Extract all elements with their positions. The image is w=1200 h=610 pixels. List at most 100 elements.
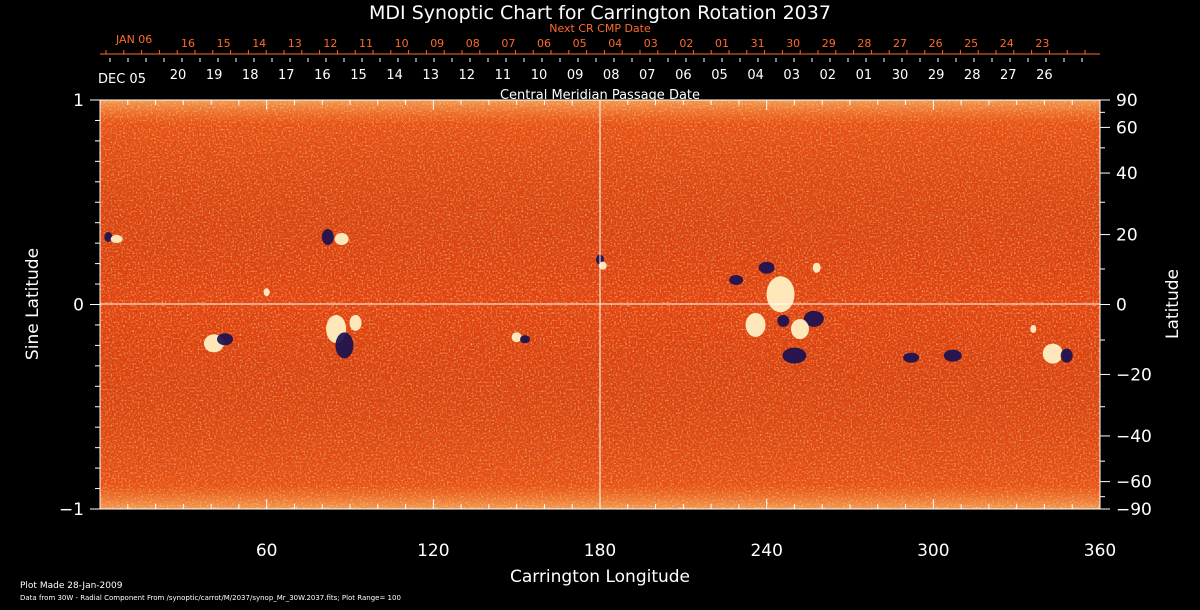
- right-tick-label: −90: [1116, 500, 1152, 520]
- left-axis-label: Sine Latitude: [23, 248, 43, 360]
- positive-flux-region: [511, 332, 522, 343]
- cmp-date-label: 15: [350, 68, 367, 83]
- negative-flux-region: [803, 310, 824, 327]
- negative-flux-region: [520, 335, 530, 344]
- next-cr-date-label: 26: [929, 37, 943, 50]
- next-cr-date-label: 05: [573, 37, 587, 50]
- negative-flux-region: [782, 347, 807, 364]
- cmp-date-label: 19: [206, 68, 223, 83]
- cmp-date-label: 17: [278, 68, 295, 83]
- next-cr-date-label: 02: [679, 37, 693, 50]
- right-axis-ticks: 90 60 40 20 0 −20 −40 −60 −90: [1100, 91, 1152, 520]
- cmp-date-label: 01: [856, 68, 873, 83]
- next-cr-date-label: 09: [430, 37, 444, 50]
- x-tick-label: 240: [750, 541, 782, 561]
- x-tick-label: 180: [584, 541, 616, 561]
- right-tick-label: 60: [1116, 118, 1138, 138]
- right-tick-label: −40: [1116, 427, 1152, 447]
- cmp-date-label: 03: [783, 68, 800, 83]
- negative-flux-region: [321, 229, 334, 246]
- positive-flux-region: [1030, 325, 1037, 334]
- cmp-date-label: 29: [928, 68, 945, 83]
- next-cr-date-label: 30: [786, 37, 800, 50]
- left-tick-label: −1: [59, 500, 84, 520]
- next-cr-date-label: 08: [466, 37, 480, 50]
- next-cr-date-label: 12: [323, 37, 337, 50]
- negative-flux-region: [777, 314, 790, 327]
- cmp-date-label: 09: [567, 68, 584, 83]
- negative-flux-region: [903, 352, 920, 363]
- negative-flux-region: [335, 332, 354, 359]
- negative-flux-region: [1060, 348, 1073, 363]
- next-cr-date-label: 03: [644, 37, 658, 50]
- x-tick-label: 360: [1084, 541, 1116, 561]
- next-cr-axis-label: Next CR CMP Date: [549, 22, 651, 35]
- next-cr-date-label: 15: [217, 37, 231, 50]
- chart-title: MDI Synoptic Chart for Carrington Rotati…: [369, 2, 831, 24]
- x-axis-label: Carrington Longitude: [510, 567, 690, 587]
- next-cr-date-label: 06: [537, 37, 551, 50]
- next-cr-date-label: 01: [715, 37, 729, 50]
- next-cr-date-label: 31: [751, 37, 765, 50]
- positive-flux-region: [598, 261, 607, 270]
- right-tick-label: −60: [1116, 473, 1152, 493]
- x-tick-label: 60: [256, 541, 278, 561]
- positive-flux-region: [110, 235, 123, 244]
- data-source-note: Data from 30W - Radial Component From /s…: [20, 594, 401, 602]
- negative-flux-region: [758, 261, 775, 274]
- cmp-date-label: 27: [1000, 68, 1017, 83]
- right-axis-label: Latitude: [1163, 269, 1183, 339]
- right-tick-label: 90: [1116, 91, 1138, 111]
- right-tick-label: 40: [1116, 164, 1138, 184]
- next-cr-date-label: 10: [395, 37, 409, 50]
- next-cr-date-label: 07: [501, 37, 515, 50]
- next-cr-date-label: 16: [181, 37, 195, 50]
- x-tick-label: 300: [917, 541, 949, 561]
- positive-flux-region: [263, 288, 270, 297]
- next-cr-date-label: 14: [252, 37, 266, 50]
- cmp-date-label: 20: [170, 68, 187, 83]
- cmp-date-label: 14: [386, 68, 403, 83]
- next-cr-date-labels: 16 15 14 13 12 11 10 09 08 07 06 05 04 03 02 01 31 30 29 28…: [181, 37, 1049, 50]
- cmp-date-label: 07: [639, 68, 656, 83]
- next-cr-date-label: 23: [1035, 37, 1049, 50]
- next-cr-date-label: 11: [359, 37, 373, 50]
- next-cr-date-label: 13: [288, 37, 302, 50]
- cmp-start-label: DEC 05: [98, 72, 146, 87]
- cmp-date-label: 18: [242, 68, 259, 83]
- positive-flux-region: [791, 319, 809, 340]
- negative-flux-region: [729, 274, 744, 285]
- right-tick-label: −20: [1116, 365, 1152, 385]
- next-cr-date-label: 29: [822, 37, 836, 50]
- positive-flux-region: [349, 314, 362, 331]
- cmp-date-label: 12: [459, 68, 476, 83]
- active-regions: [104, 229, 1073, 364]
- cmp-date-label: 10: [531, 68, 548, 83]
- positive-flux-region: [812, 262, 821, 273]
- next-cr-date-label: 24: [1000, 37, 1014, 50]
- negative-flux-region: [217, 333, 233, 346]
- next-cr-start-label: JAN 06: [115, 33, 152, 46]
- plot-made-note: Plot Made 28-Jan-2009: [20, 581, 123, 591]
- positive-flux-region: [334, 233, 349, 246]
- negative-flux-region: [104, 232, 113, 243]
- next-cr-date-label: 04: [608, 37, 622, 50]
- cmp-date-label: 30: [892, 68, 909, 83]
- cmp-date-label: 11: [495, 68, 512, 83]
- next-cr-date-label: 27: [893, 37, 907, 50]
- cmp-date-label: 05: [711, 68, 728, 83]
- positive-flux-region: [745, 312, 766, 337]
- next-cr-date-label: 25: [964, 37, 978, 50]
- positive-flux-region: [766, 276, 795, 313]
- cmp-date-label: 26: [1036, 68, 1053, 83]
- cmp-date-label: 16: [314, 68, 331, 83]
- x-axis-ticks: 60 120 180 240 300 360: [127, 100, 1116, 561]
- cmp-date-labels: 20 19 18 17 16 15 14 13 12 11 10 09 08 07 06 05 04 03 02 01…: [170, 68, 1053, 83]
- cmp-date-label: 08: [603, 68, 620, 83]
- right-tick-label: 20: [1116, 226, 1138, 246]
- next-cr-ticks: [105, 50, 1086, 62]
- cmp-date-label: 06: [675, 68, 692, 83]
- cmp-date-label: 28: [964, 68, 981, 83]
- negative-flux-region: [943, 349, 962, 362]
